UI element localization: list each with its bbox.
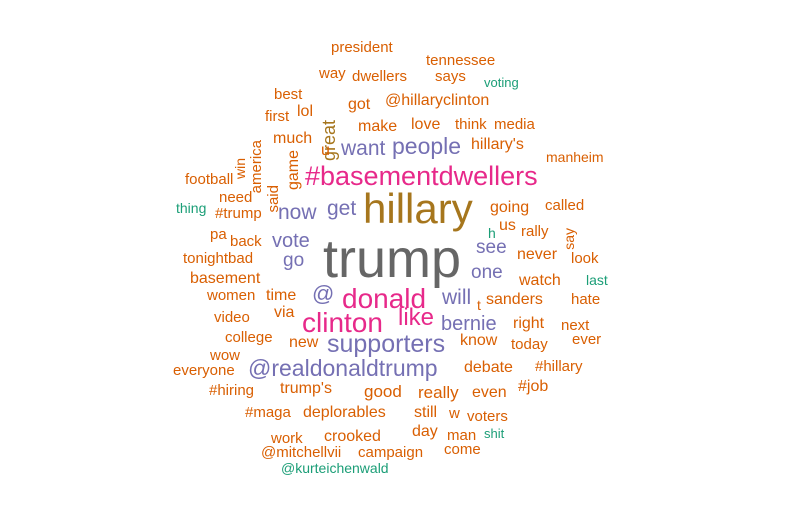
word-want: want <box>341 137 386 160</box>
word-america: america <box>248 140 265 194</box>
word-now: now <box>278 201 317 224</box>
word-good: good <box>364 382 402 401</box>
word-never: never <box>517 246 558 263</box>
word-us: us <box>499 217 516 234</box>
word-t: t <box>477 297 481 313</box>
word-one: one <box>471 262 503 283</box>
word-tonightbad: tonightbad <box>183 250 254 267</box>
word-best: best <box>274 86 303 103</box>
word-win: win <box>232 158 248 180</box>
word-thing: thing <box>176 200 207 216</box>
word-trump-s: trump's <box>280 380 332 397</box>
word-people: people <box>392 133 462 159</box>
word-crooked: crooked <box>324 428 381 445</box>
word-wow: wow <box>210 347 241 364</box>
word-campaign: campaign <box>358 444 424 461</box>
word-rally: rally <box>521 223 549 240</box>
word-first: first <box>265 108 290 125</box>
word-supporters: supporters <box>327 330 446 358</box>
word-donald: donald <box>342 283 427 314</box>
word-basement: basement <box>190 270 261 287</box>
word-kurteichenwald: @kurteichenwald <box>281 460 389 476</box>
word-love: love <box>411 116 441 133</box>
word-trump: #trump <box>215 205 262 222</box>
word-ever: ever <box>572 331 602 348</box>
word-new: new <box>289 334 319 351</box>
word-shit: shit <box>484 426 505 441</box>
word-see: see <box>476 237 507 258</box>
word-need: need <box>219 189 253 206</box>
word-much: much <box>273 130 313 147</box>
word-college: college <box>225 329 273 346</box>
word-u: u <box>321 142 330 159</box>
word-mitchellvii: @mitchellvii <box>261 444 342 461</box>
word-get: get <box>327 197 357 220</box>
word-at: @ <box>312 281 335 306</box>
word-going: going <box>490 199 530 216</box>
word-hillary: hillary <box>363 185 473 232</box>
word-hate: hate <box>571 291 601 308</box>
word-w: w <box>449 405 460 422</box>
word-voters: voters <box>467 408 508 425</box>
word-manheim: manheim <box>546 149 604 165</box>
word-job: #job <box>518 378 549 395</box>
word-says: says <box>435 68 466 85</box>
word-pa: pa <box>210 226 227 243</box>
word-voting: voting <box>484 75 519 90</box>
word-sanders: sanders <box>486 291 543 308</box>
word-everyone: everyone <box>173 362 235 379</box>
word-debate: debate <box>464 359 513 376</box>
word-vote: vote <box>272 230 310 252</box>
word-clinton: clinton <box>302 307 383 338</box>
word-back: back <box>230 233 262 250</box>
word-work: work <box>271 430 303 447</box>
word-realdonaldtrump: @realdonaldtrump <box>248 355 438 381</box>
word-hillary: #hillary <box>535 358 583 375</box>
word-got: got <box>348 96 371 113</box>
word-like: like <box>398 304 435 331</box>
word-women: women <box>207 287 256 304</box>
word-said: said <box>265 185 282 213</box>
word-lol: lol <box>297 103 314 120</box>
word-via: via <box>274 304 295 321</box>
word-trump: trump <box>323 229 462 289</box>
word-called: called <box>545 197 585 214</box>
word-way: way <box>319 65 346 82</box>
word-right: right <box>513 315 545 332</box>
word-h: h <box>488 225 496 241</box>
word-time: time <box>266 287 297 304</box>
word-even: even <box>472 384 507 401</box>
word-hiring: #hiring <box>209 382 255 399</box>
word-dwellers: dwellers <box>352 68 408 85</box>
word-still: still <box>414 404 438 421</box>
word-say: say <box>561 228 577 250</box>
word-think: think <box>455 116 487 133</box>
word-really: really <box>418 383 459 402</box>
word-media: media <box>494 116 535 133</box>
word-go: go <box>283 250 305 271</box>
word-next: next <box>561 317 590 334</box>
word-will: will <box>442 286 472 309</box>
word-deplorables: deplorables <box>303 404 386 421</box>
word-day: day <box>412 423 438 440</box>
word-come: come <box>444 441 481 458</box>
word-bernie: bernie <box>441 313 497 335</box>
word-hillaryclinton: @hillaryclinton <box>385 92 490 109</box>
word-watch: watch <box>519 272 561 289</box>
word-man: man <box>447 427 477 444</box>
word-last: last <box>586 272 608 288</box>
word-hillary-s: hillary's <box>471 136 524 153</box>
word-basementdwellers: #basementdwellers <box>305 161 538 191</box>
word-tennessee: tennessee <box>426 52 496 69</box>
word-make: make <box>358 118 398 135</box>
word-game: game <box>285 150 302 191</box>
word-today: today <box>511 336 548 353</box>
word-maga: #maga <box>245 404 291 421</box>
word-look: look <box>571 250 599 267</box>
word-president: president <box>331 39 393 56</box>
word-football: football <box>185 171 234 188</box>
word-know: know <box>460 332 498 349</box>
word-video: video <box>214 309 250 326</box>
